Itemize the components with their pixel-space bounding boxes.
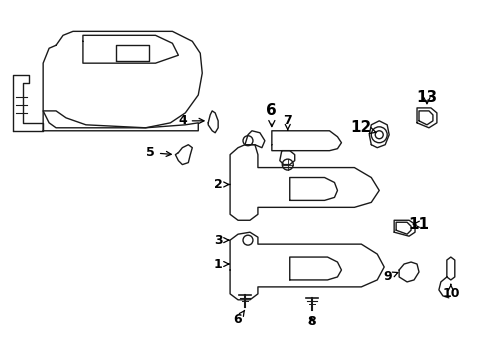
Text: 12: 12 (351, 120, 376, 135)
Text: 13: 13 (416, 90, 438, 105)
Text: 7: 7 (283, 114, 292, 130)
Text: 10: 10 (442, 284, 460, 300)
Text: 2: 2 (214, 178, 229, 191)
Text: 6: 6 (267, 103, 277, 127)
Text: 6: 6 (234, 310, 245, 326)
Text: 1: 1 (214, 257, 229, 270)
Text: 4: 4 (178, 114, 204, 127)
Text: 11: 11 (409, 217, 430, 232)
Text: 5: 5 (146, 146, 171, 159)
Text: 9: 9 (383, 270, 398, 283)
Text: 8: 8 (307, 315, 316, 328)
Text: 3: 3 (214, 234, 229, 247)
